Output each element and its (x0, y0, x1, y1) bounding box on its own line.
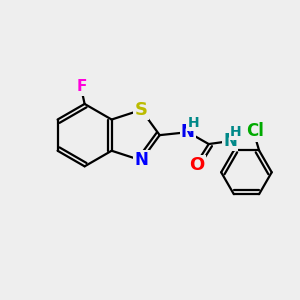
Text: N: N (181, 123, 195, 141)
Text: H: H (188, 116, 199, 130)
Text: F: F (77, 80, 87, 94)
Text: Cl: Cl (246, 122, 264, 140)
Text: O: O (189, 157, 204, 175)
Text: S: S (135, 101, 148, 119)
Text: N: N (223, 132, 237, 150)
Text: H: H (230, 124, 241, 139)
Text: N: N (134, 152, 148, 169)
